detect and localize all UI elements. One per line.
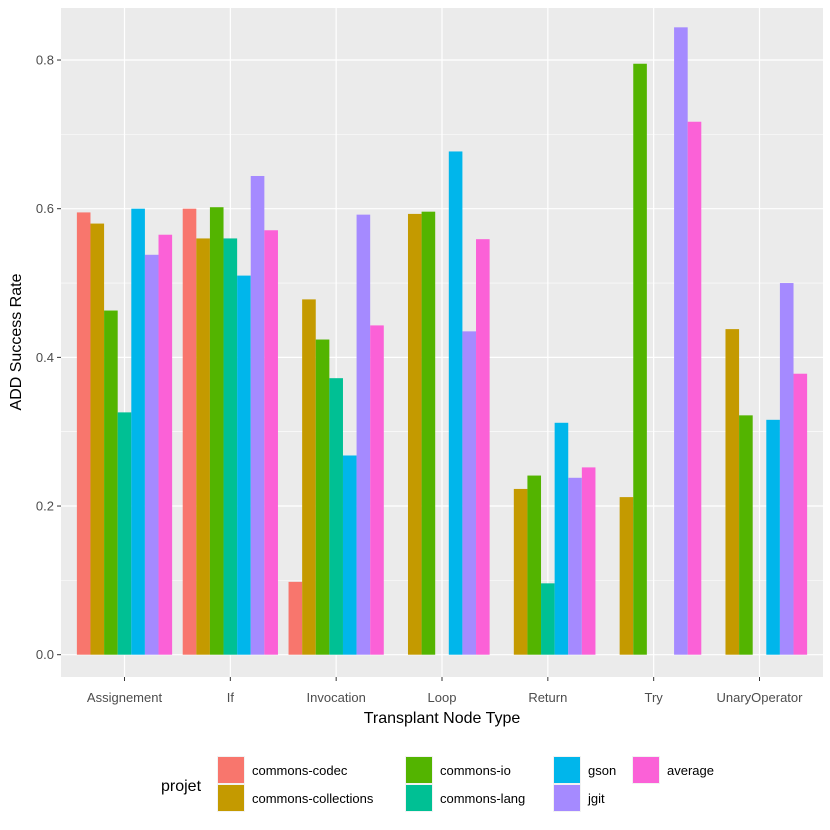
bar-gson-Invocation (342, 455, 357, 655)
bar-jgit-UnaryOperator (779, 283, 794, 655)
bar-jgit-Invocation (356, 214, 371, 655)
legend-swatch-commons-codec (218, 757, 244, 783)
bar-commons-collections-UnaryOperator (725, 329, 740, 655)
bar-average-UnaryOperator (793, 373, 808, 655)
legend-title: projet (161, 778, 202, 795)
legend-label-commons-io: commons-io (440, 763, 511, 778)
bar-commons-lang-Assignement (117, 412, 132, 655)
bar-average-Assignement (158, 234, 173, 655)
legend-label-gson: gson (588, 763, 616, 778)
bar-commons-io-If (209, 207, 224, 655)
legend-swatch-commons-io (406, 757, 432, 783)
bar-average-If (264, 230, 278, 655)
x-tick-label: Return (528, 690, 567, 705)
y-tick-label: 0.2 (36, 499, 54, 514)
bars (76, 27, 808, 655)
bar-average-Invocation (370, 325, 384, 655)
bar-commons-collections-Loop (407, 213, 422, 655)
bar-jgit-If (250, 175, 265, 655)
y-tick-label: 0.0 (36, 647, 54, 662)
bar-gson-Assignement (131, 208, 145, 655)
bar-commons-io-Return (527, 475, 542, 655)
bar-commons-collections-Invocation (302, 299, 316, 655)
bar-commons-lang-If (223, 238, 238, 655)
legend-swatch-commons-collections (218, 785, 244, 811)
y-axis: 0.0 0.2 0.4 0.6 0.8 (36, 53, 61, 662)
legend-label-average: average (667, 763, 714, 778)
x-tick-label: Invocation (307, 690, 366, 705)
bar-jgit-Try (674, 27, 688, 655)
bar-commons-collections-Assignement (90, 223, 105, 655)
bar-commons-lang-Invocation (329, 378, 343, 655)
legend-swatch-gson (554, 757, 580, 783)
legend-swatch-jgit (554, 785, 580, 811)
bar-commons-collections-Try (619, 497, 634, 655)
bar-commons-lang-Return (541, 583, 555, 655)
bar-commons-io-Invocation (315, 339, 330, 655)
bar-jgit-Loop (462, 331, 477, 655)
legend-label-jgit: jgit (587, 791, 605, 806)
legend: projet commons-codec commons-collections c… (161, 756, 714, 812)
bar-commons-io-Loop (421, 211, 436, 655)
bar-gson-Return (554, 422, 569, 655)
bar-commons-io-UnaryOperator (739, 415, 753, 655)
y-axis-title: ADD Success Rate (8, 273, 25, 410)
bar-commons-io-Assignement (104, 310, 118, 655)
x-axis: Assignement If Invocation Loop Return Try Unar… (87, 677, 803, 705)
bar-gson-Loop (448, 151, 463, 655)
x-axis-title: Transplant Node Type (364, 710, 521, 727)
bar-gson-UnaryOperator (766, 419, 780, 655)
legend-label-commons-codec: commons-codec (252, 763, 348, 778)
x-tick-label: Loop (428, 690, 457, 705)
bar-gson-If (237, 275, 251, 655)
x-tick-label: Assignement (87, 690, 163, 705)
bar-average-Loop (476, 239, 490, 655)
bar-average-Return (581, 467, 596, 655)
bar-commons-collections-If (196, 238, 210, 655)
bar-jgit-Return (568, 477, 582, 655)
bar-average-Try (687, 121, 702, 655)
bar-commons-codec-If (182, 208, 197, 655)
legend-swatch-average (633, 757, 659, 783)
bar-commons-collections-Return (513, 488, 528, 655)
x-tick-label: UnaryOperator (717, 690, 804, 705)
x-tick-label: If (227, 690, 235, 705)
bar-jgit-Assignement (144, 254, 159, 655)
legend-swatch-commons-lang (406, 785, 432, 811)
bar-commons-io-Try (633, 63, 647, 655)
bar-commons-codec-Assignement (76, 212, 91, 655)
legend-label-commons-collections: commons-collections (252, 791, 374, 806)
y-tick-label: 0.8 (36, 53, 54, 68)
bar-commons-codec-Invocation (288, 581, 303, 655)
x-tick-label: Try (645, 690, 664, 705)
y-tick-label: 0.6 (36, 201, 54, 216)
y-tick-label: 0.4 (36, 350, 54, 365)
legend-label-commons-lang: commons-lang (440, 791, 525, 806)
